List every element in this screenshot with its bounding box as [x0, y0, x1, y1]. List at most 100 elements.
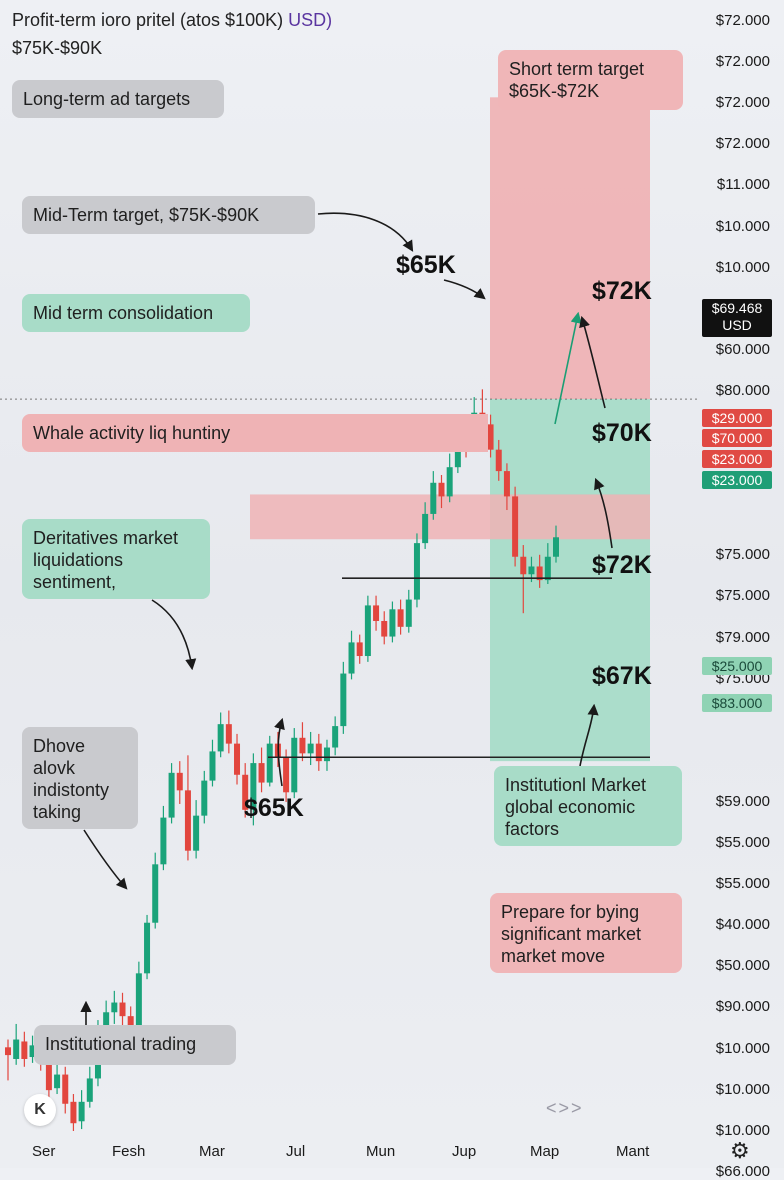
mid-term-target-annotation: Mid-Term target, $75K-$90K — [22, 196, 315, 234]
candle-body-54 — [446, 467, 453, 497]
candle-body-53 — [438, 482, 445, 497]
price-tag-red-2: $70.000 — [702, 429, 772, 447]
time-axis-label: Mun — [366, 1143, 396, 1160]
candle-body-47 — [389, 609, 396, 637]
candle-body-49 — [405, 599, 412, 627]
candle-body-61 — [503, 471, 510, 497]
candle-body-26 — [217, 724, 224, 752]
prepare-annotation: Prepare for bying significant market mar… — [490, 893, 682, 973]
candle-body-13 — [111, 1002, 118, 1013]
candle-body-50 — [413, 543, 420, 600]
price-axis-label: $55.000 — [715, 875, 770, 893]
candle-body-5 — [45, 1060, 52, 1091]
price-axis-label: $72.000 — [715, 135, 770, 153]
chart-title: Profit-term ioro pritel (atos $100K) USD… — [12, 10, 333, 30]
price-axis-label: $60.000 — [715, 340, 770, 358]
candle-body-32 — [266, 743, 273, 783]
72k-mid-label: $72K — [592, 551, 652, 579]
price-axis-label: $11.000 — [716, 176, 770, 194]
price-tag-red-1: $29.000 — [702, 409, 772, 427]
candle-body-23 — [193, 815, 200, 851]
price-axis-label: $79.000 — [715, 628, 770, 646]
arrow-4 — [579, 315, 606, 409]
price-axis-label: $10.000 — [715, 1121, 770, 1139]
candle-body-6 — [54, 1074, 61, 1089]
candle-body-29 — [242, 774, 249, 810]
price-tag-green-3: $83.000 — [702, 694, 772, 712]
price-axis-label: $50.000 — [715, 957, 770, 975]
candle-body-64 — [528, 566, 535, 575]
candle-body-44 — [364, 605, 371, 657]
candle-body-9 — [78, 1101, 85, 1122]
candle-body-31 — [258, 763, 265, 783]
institutional-trading-annotation: Institutional trading — [34, 1025, 236, 1065]
candle-body-66 — [544, 556, 551, 581]
price-axis-label: $75.000 — [715, 546, 770, 564]
candle-body-3 — [29, 1045, 36, 1058]
price-axis-label: $40.000 — [715, 916, 770, 934]
arrow-9 — [83, 829, 128, 890]
nav-arrows-icon[interactable]: <>> — [546, 1098, 584, 1118]
chart-subtitle: $75K-$90K — [12, 38, 103, 58]
price-axis-label: $59.000 — [715, 792, 770, 810]
candle-body-25 — [209, 751, 216, 781]
candle-body-18 — [152, 864, 159, 923]
candle-body-36 — [299, 737, 306, 754]
candle-body-43 — [356, 642, 363, 657]
time-axis-label: Map — [530, 1143, 560, 1160]
candle-body-8 — [70, 1101, 77, 1124]
70k-label: $70K — [592, 419, 652, 447]
candle-body-48 — [397, 609, 404, 627]
whale-activity-annotation: Whale activity liq huntiny — [22, 414, 488, 452]
gear-icon[interactable]: ⚙ — [730, 1138, 750, 1163]
candle-body-42 — [348, 642, 355, 674]
mid-term-consolidation-annotation: Mid term consolidation — [22, 294, 250, 332]
candle-body-22 — [184, 790, 191, 851]
zone-2 — [490, 399, 650, 762]
time-axis-label: Fesh — [112, 1143, 146, 1160]
candle-body-51 — [422, 513, 429, 544]
candle-body-14 — [119, 1002, 126, 1017]
candle-body-38 — [315, 743, 322, 762]
arrow-6 — [579, 703, 599, 767]
candle-body-67 — [553, 537, 559, 557]
price-axis-label: $80.000 — [715, 381, 770, 399]
low-65k-label: $65K — [244, 794, 304, 822]
candle-body-30 — [250, 763, 257, 810]
candle-body-0 — [5, 1047, 11, 1056]
peak-65k-label: $65K — [396, 251, 456, 279]
short-term-target-annotation: Short term target $65K-$72K — [498, 50, 683, 110]
arrow-5 — [594, 477, 613, 549]
candle-body-28 — [234, 743, 241, 775]
candle-body-17 — [144, 922, 151, 974]
candle-body-19 — [160, 817, 167, 865]
candle-body-20 — [168, 772, 175, 818]
candle-body-39 — [323, 747, 330, 762]
time-axis-label: Jup — [452, 1143, 477, 1160]
candle-body-59 — [487, 424, 494, 450]
time-axis-label: Jul — [286, 1143, 306, 1160]
logo[interactable]: K — [24, 1094, 56, 1126]
67k-label: $67K — [592, 662, 652, 690]
candle-body-21 — [176, 772, 183, 791]
arrow-2 — [443, 279, 486, 300]
candle-body-10 — [86, 1078, 93, 1102]
price-tag-green-1: $23.000 — [702, 471, 772, 489]
candle-body-12 — [103, 1012, 110, 1036]
price-axis-label: $72.000 — [715, 53, 770, 71]
price-axis-label: $66.000 — [715, 1162, 770, 1180]
candle-body-2 — [21, 1041, 28, 1059]
time-axis-label: Mant — [616, 1143, 650, 1160]
candle-body-45 — [373, 605, 380, 621]
candle-body-34 — [283, 757, 290, 793]
candle-body-63 — [520, 556, 527, 575]
candle-body-37 — [307, 743, 314, 754]
72k-top-label: $72K — [592, 277, 652, 305]
candle-body-24 — [201, 780, 208, 816]
dhove-annotation: Dhove alovk indistonty taking — [22, 727, 138, 829]
price-tag-red-3: $23.000 — [702, 450, 772, 468]
candle-body-16 — [135, 973, 142, 1036]
price-axis-label: $10.000 — [715, 258, 770, 276]
candle-body-40 — [332, 726, 339, 748]
